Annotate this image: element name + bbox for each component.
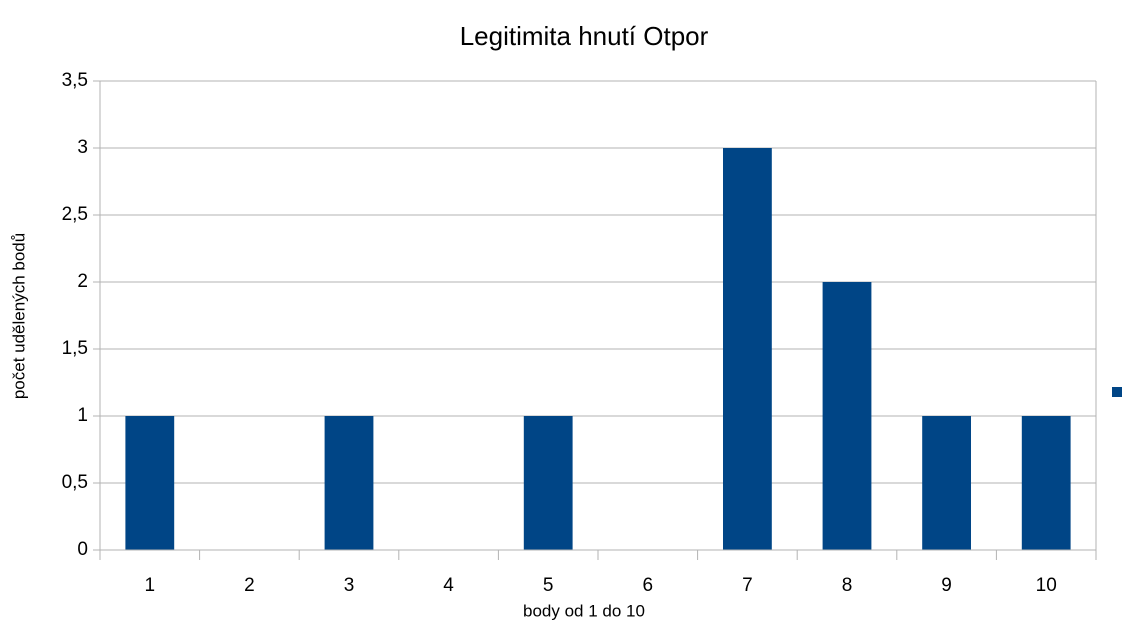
legend-marker [1112,387,1122,397]
x-tick-label: 6 [643,575,654,596]
x-tick-label: 1 [145,575,156,596]
x-tick-label: 8 [842,575,853,596]
bar [922,416,972,550]
bar [1021,416,1071,550]
x-tick-label: 10 [1036,575,1057,596]
y-tick-label: 2,5 [62,204,88,225]
y-axis-label: počet udělených bodů [9,233,28,399]
y-tick-label: 1,5 [62,338,88,359]
y-tick-label: 1 [77,405,88,426]
y-tick-label: 0 [77,539,88,560]
y-tick-label: 2 [77,271,88,292]
chart-title: Legitimita hnutí Otpor [460,21,709,51]
y-tick-label: 3,5 [62,70,88,91]
x-tick-label: 5 [543,575,554,596]
bar [324,416,374,550]
x-tick-label: 7 [742,575,753,596]
bar [722,148,772,550]
bar [822,282,872,550]
x-axis-label: body od 1 do 10 [523,601,645,620]
x-tick-label: 2 [244,575,255,596]
x-tick-label: 3 [344,575,355,596]
y-tick-label: 0,5 [62,472,88,493]
bar [523,416,573,550]
x-tick-label: 4 [443,575,454,596]
y-tick-label: 3 [77,137,88,158]
bar [125,416,175,550]
x-tick-label: 9 [941,575,952,596]
